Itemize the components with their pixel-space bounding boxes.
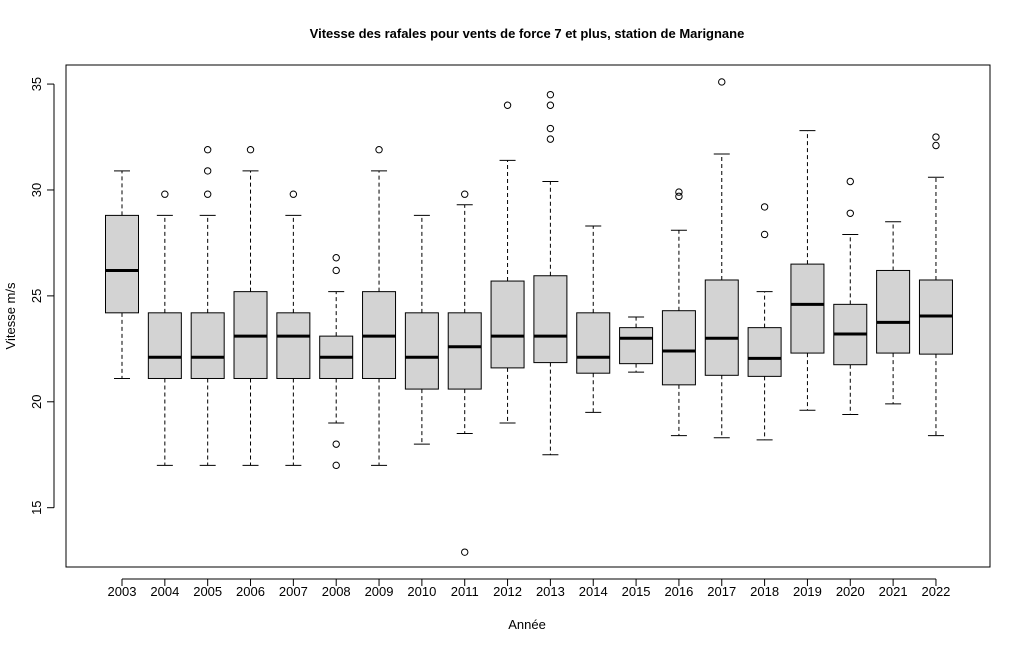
y-tick-label: 30 [29,183,44,197]
outlier-point [846,177,854,186]
box-body [147,312,182,379]
x-tick-label: 2006 [236,584,265,599]
box-body [576,312,611,374]
box-2006 [233,146,268,466]
x-tick-label: 2008 [322,584,351,599]
x-tick-label: 2009 [365,584,394,599]
outlier-point [760,230,769,239]
x-tick-label: 2005 [193,584,222,599]
y-axis-label: Vitesse m/s [3,282,18,349]
outlier-point [375,146,383,154]
box-2020 [833,177,868,415]
outlier-point [675,188,683,196]
outlier-point [546,135,555,143]
x-tick-label: 2013 [536,584,565,599]
x-tick-label: 2016 [664,584,693,599]
outlier-point [332,254,340,262]
box-body [490,280,525,369]
outlier-point [503,101,512,109]
outlier-point [675,192,683,201]
x-tick-label: 2015 [622,584,651,599]
x-tick-label: 2003 [108,584,137,599]
x-tick-label: 2019 [793,584,822,599]
box-2017 [704,78,739,439]
outlier-point [161,190,169,198]
box-2012 [490,101,525,424]
outlier-point [461,548,469,556]
x-tick-label: 2011 [451,584,479,599]
x-tick-label: 2022 [921,584,950,599]
box-body [661,310,696,386]
box-2009 [362,146,397,466]
outlier-point [461,190,469,198]
x-axis-label: Année [508,617,546,632]
outlier-point [332,461,340,470]
box-2019 [790,130,825,411]
box-2011 [447,190,482,556]
outlier-point [718,78,726,86]
box-2004 [147,190,182,466]
x-axis: 2003 2004 2005 2006 2007 2008 2009 2010 2011 2012… [108,578,950,599]
y-tick-label: 25 [29,289,44,303]
box-body [190,312,225,379]
outlier-point [760,203,769,211]
box-2010 [404,214,439,445]
outlier-point [546,101,555,109]
box-body [747,327,782,377]
box-2013 [533,90,568,456]
outlier-point [203,146,212,154]
outlier-point [332,440,340,448]
box-body [276,312,311,379]
box-2018 [747,203,782,441]
x-tick-label: 2017 [707,584,736,599]
box-body [790,263,825,354]
x-tick-label: 2007 [279,584,308,599]
x-tick-label: 2018 [750,584,779,599]
outlier-point [932,133,940,141]
box-2015 [619,316,654,373]
x-tick-label: 2020 [836,584,865,599]
y-axis: 15 20 25 30 35 [29,77,55,515]
outlier-point [932,141,940,150]
y-tick-label: 20 [29,395,44,409]
box-body [447,312,482,390]
x-tick-label: 2004 [150,584,179,599]
chart-title: Vitesse des rafales pour vents de force … [310,26,745,41]
box-2022 [918,133,953,437]
box-body [404,312,439,390]
box-2008 [319,254,354,470]
box-2003 [105,170,139,379]
plot-frame [65,64,991,568]
box-body [105,214,139,314]
outlier-point [546,90,555,99]
y-tick-label: 35 [29,77,44,91]
box-body [704,279,739,376]
x-tick-label: 2021 [879,584,908,599]
box-2005 [190,146,225,466]
box-2016 [661,188,696,437]
outlier-point [246,146,255,154]
box-body [876,269,911,354]
x-tick-label: 2014 [579,584,608,599]
box-2014 [576,225,611,413]
x-tick-label: 2010 [407,584,436,599]
y-tick-label: 15 [29,500,44,514]
box-2007 [276,190,311,466]
outlier-point [203,190,212,198]
box-body [533,275,568,364]
outlier-point [289,190,298,198]
outlier-point [546,124,555,133]
boxes-group [105,78,953,556]
outlier-point [332,266,340,275]
box-body [619,327,654,365]
box-2021 [876,221,911,405]
outlier-point [846,209,854,217]
outlier-point [203,167,212,175]
x-tick-label: 2012 [493,584,522,599]
